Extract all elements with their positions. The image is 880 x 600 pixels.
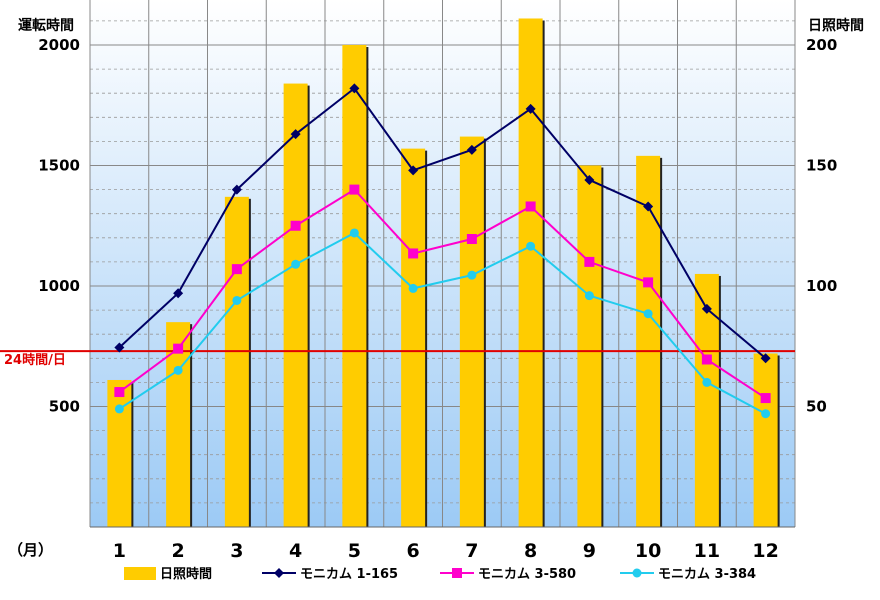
bars xyxy=(107,18,780,528)
data-point xyxy=(584,174,595,185)
data-point xyxy=(525,201,536,212)
left-tick-label: 2000 xyxy=(38,36,80,54)
x-tick-label: 9 xyxy=(583,540,596,562)
lines xyxy=(0,83,795,419)
legend-label: モニカム 1-165 xyxy=(300,567,398,582)
data-point xyxy=(173,288,184,299)
legend-label: 日照時間 xyxy=(160,566,212,582)
legend-label: モニカム 3-384 xyxy=(658,567,756,582)
data-point xyxy=(173,365,183,375)
data-point xyxy=(114,387,125,398)
left-tick-label: 1000 xyxy=(38,277,80,295)
data-point xyxy=(643,201,654,212)
legend-marker xyxy=(452,568,462,578)
data-point xyxy=(526,241,536,251)
x-tick-label: 3 xyxy=(230,540,243,562)
data-point xyxy=(232,295,242,305)
data-point xyxy=(584,291,594,301)
x-tick-label: 5 xyxy=(348,540,361,562)
grid xyxy=(89,0,796,527)
data-point xyxy=(231,264,242,275)
data-point xyxy=(290,220,301,231)
x-tick-label: 7 xyxy=(465,540,478,562)
x-tick-label: 12 xyxy=(752,540,778,562)
bar xyxy=(518,18,543,528)
bar xyxy=(636,155,661,528)
bar xyxy=(283,83,308,527)
data-point xyxy=(467,270,477,280)
right-tick-label: 100 xyxy=(806,277,837,295)
data-point xyxy=(290,129,301,140)
legend-marker xyxy=(274,568,284,578)
data-point xyxy=(466,144,477,155)
right-tick-label: 150 xyxy=(806,157,837,175)
data-point xyxy=(643,309,653,319)
data-point xyxy=(173,343,184,354)
data-point xyxy=(701,354,712,365)
data-point xyxy=(701,303,712,314)
data-point xyxy=(760,353,771,364)
bar xyxy=(753,353,778,527)
data-point xyxy=(114,404,124,414)
bar xyxy=(459,136,484,527)
left-axis-title: 運転時間 xyxy=(18,17,74,34)
data-point xyxy=(408,283,418,293)
legend-marker xyxy=(632,568,642,578)
data-point xyxy=(408,165,419,176)
data-point xyxy=(702,377,712,387)
data-point xyxy=(408,248,419,259)
right-axis-title: 日照時間 xyxy=(808,17,864,34)
x-tick-label: 4 xyxy=(289,540,302,562)
data-point xyxy=(643,277,654,288)
bar xyxy=(107,379,132,527)
left-tick-label: 1500 xyxy=(38,157,80,175)
x-axis-title: （月） xyxy=(8,541,53,559)
data-point xyxy=(525,103,536,114)
reference-line-label: 24時間/日 xyxy=(4,352,66,368)
x-tick-label: 8 xyxy=(524,540,537,562)
axes: 24時間/日 500 1000 1500 2000 50 100 150 200 運転時間 日照時間… xyxy=(4,17,864,562)
data-point xyxy=(231,184,242,195)
bar xyxy=(577,165,602,527)
bar xyxy=(224,196,249,527)
data-point xyxy=(349,184,360,195)
data-point xyxy=(291,259,301,269)
bar xyxy=(166,322,191,527)
data-point xyxy=(760,393,771,404)
series-line xyxy=(118,86,767,360)
x-tick-label: 6 xyxy=(407,540,420,562)
left-tick-label: 500 xyxy=(49,398,80,416)
x-tick-label: 2 xyxy=(172,540,185,562)
x-tick-label: 1 xyxy=(113,540,126,562)
data-point xyxy=(349,228,359,238)
right-tick-label: 200 xyxy=(806,36,837,54)
right-tick-label: 50 xyxy=(806,398,827,416)
bar xyxy=(342,45,367,527)
data-point xyxy=(466,234,477,245)
data-point xyxy=(584,256,595,267)
legend-label: モニカム 3-580 xyxy=(478,567,576,582)
series-line xyxy=(118,188,767,399)
legend: 日照時間 モニカム 1-165 モニカム 3-580 モニカム 3-384 xyxy=(124,566,756,582)
series-line xyxy=(118,231,767,415)
bar xyxy=(401,148,426,527)
x-tick-label: 10 xyxy=(635,540,661,562)
x-tick-label: 11 xyxy=(694,540,720,562)
legend-swatch-bar xyxy=(124,567,156,580)
data-point xyxy=(761,409,771,419)
data-point xyxy=(114,342,125,353)
data-point xyxy=(349,83,360,94)
